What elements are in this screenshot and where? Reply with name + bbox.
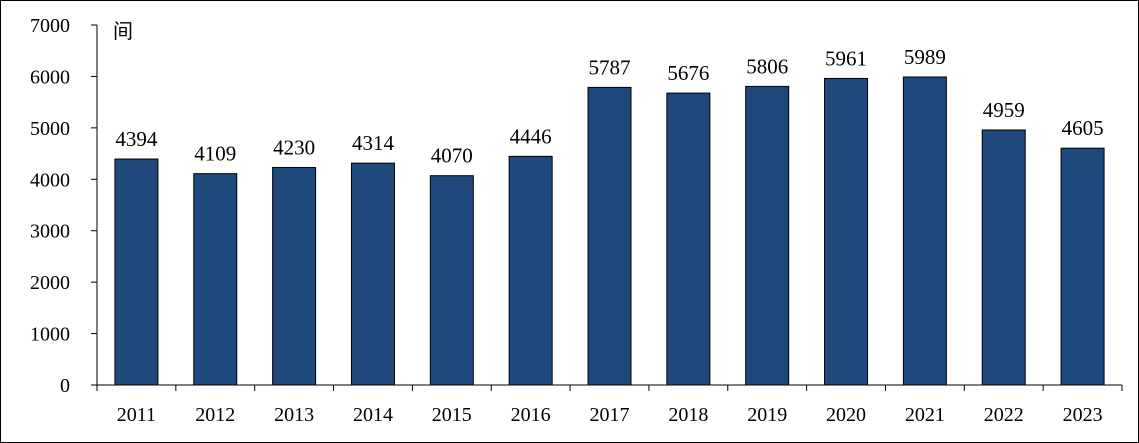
unit-label: 间 [113,20,133,43]
x-tick-label: 2011 [117,404,156,426]
y-tick-label: 6000 [30,66,70,88]
bar-2023 [1060,147,1105,386]
bar-value-label: 5806 [746,54,788,78]
bar-2020 [824,77,869,386]
bar-2013 [272,166,317,386]
bar-2019 [745,85,790,386]
bar-value-label: 4446 [510,124,552,148]
bar-2012 [193,173,238,386]
x-axis: 2011 2012 2013 2014 2015 2016 2017 2018 2019 2020… [96,384,1123,426]
bar-2021 [902,76,947,386]
bar-value-label: 5961 [825,46,867,70]
x-tick-label: 2022 [984,404,1024,426]
bar-value-label: 4394 [115,127,158,151]
y-tick-label: 2000 [30,272,70,294]
bar-value-label: 5676 [667,61,709,85]
x-tick-label: 2019 [747,404,787,426]
bar-value-label: 4070 [431,144,473,168]
bar-2017 [587,86,632,386]
x-tick-label: 2017 [590,404,630,426]
x-tick-label: 2020 [826,404,866,426]
x-tick-label: 2014 [353,404,393,426]
bar-value-label: 4230 [273,135,315,159]
bar-2014 [350,162,395,386]
bar-value-label: 4959 [983,98,1025,122]
x-tick-label: 2023 [1063,404,1103,426]
y-tick-label: 3000 [30,221,70,243]
bars: 4394 4109 4230 4314 4070 4446 5787 5676 5806 5961… [114,45,1105,386]
x-tick-label: 2018 [668,404,708,426]
y-tick-label: 5000 [30,118,70,140]
bar-value-label: 5787 [589,55,631,79]
bar-2018 [666,92,711,386]
x-tick-label: 2013 [274,404,314,426]
bar-2016 [508,155,553,386]
bar-value-label: 4605 [1062,116,1104,140]
y-tick-label: 0 [60,375,70,397]
bar-value-label: 4314 [352,131,395,155]
y-tick-label: 1000 [30,324,70,346]
bar-value-label: 4109 [194,142,236,166]
bar-value-label: 5989 [904,45,946,69]
x-tick-label: 2021 [905,404,945,426]
y-axis: 0 1000 2000 3000 4000 5000 6000 7000 [30,15,98,397]
bar-2015 [429,175,474,386]
bar-2011 [114,158,159,386]
x-tick-label: 2015 [432,404,472,426]
y-tick-label: 7000 [30,15,70,37]
x-tick-label: 2012 [195,404,235,426]
y-tick-label: 4000 [30,169,70,191]
x-tick-label: 2016 [511,404,551,426]
bar-2022 [981,129,1026,386]
